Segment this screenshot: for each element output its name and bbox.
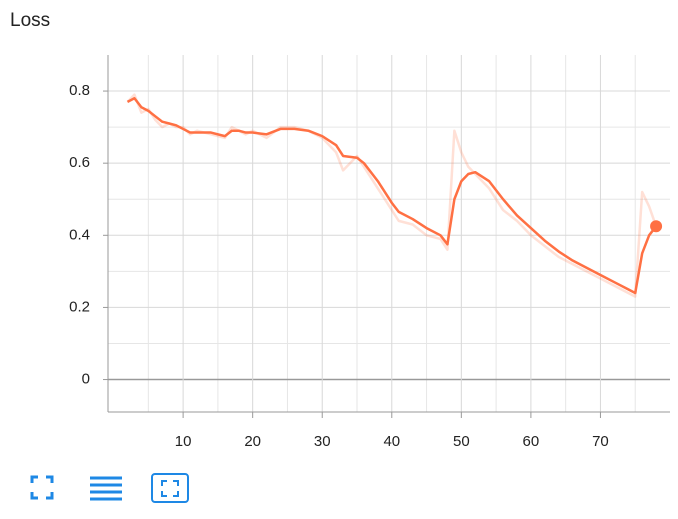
- series-line: [126, 97, 658, 295]
- y-tick-label: 0.4: [69, 226, 90, 243]
- y-tick-label: 0.6: [69, 154, 90, 171]
- chart-title: Loss: [10, 10, 50, 31]
- y-tick-label: 0.8: [69, 82, 90, 99]
- x-tick-label: 20: [244, 433, 261, 450]
- x-tick-label: 40: [383, 433, 400, 450]
- x-tick-label: 50: [453, 433, 470, 450]
- end-marker: [650, 220, 663, 233]
- fit-domain-button[interactable]: [151, 473, 189, 503]
- x-tick-label: 30: [314, 433, 331, 450]
- x-tick-label: 70: [592, 433, 609, 450]
- fullscreen-button[interactable]: [30, 475, 54, 500]
- y-tick-label: 0: [82, 371, 90, 388]
- y-tick-label: 0.2: [69, 298, 90, 315]
- toggle-log-button[interactable]: [90, 476, 122, 501]
- x-tick-label: 60: [523, 433, 540, 450]
- x-tick-label: 10: [175, 433, 192, 450]
- toolbar: [30, 473, 189, 503]
